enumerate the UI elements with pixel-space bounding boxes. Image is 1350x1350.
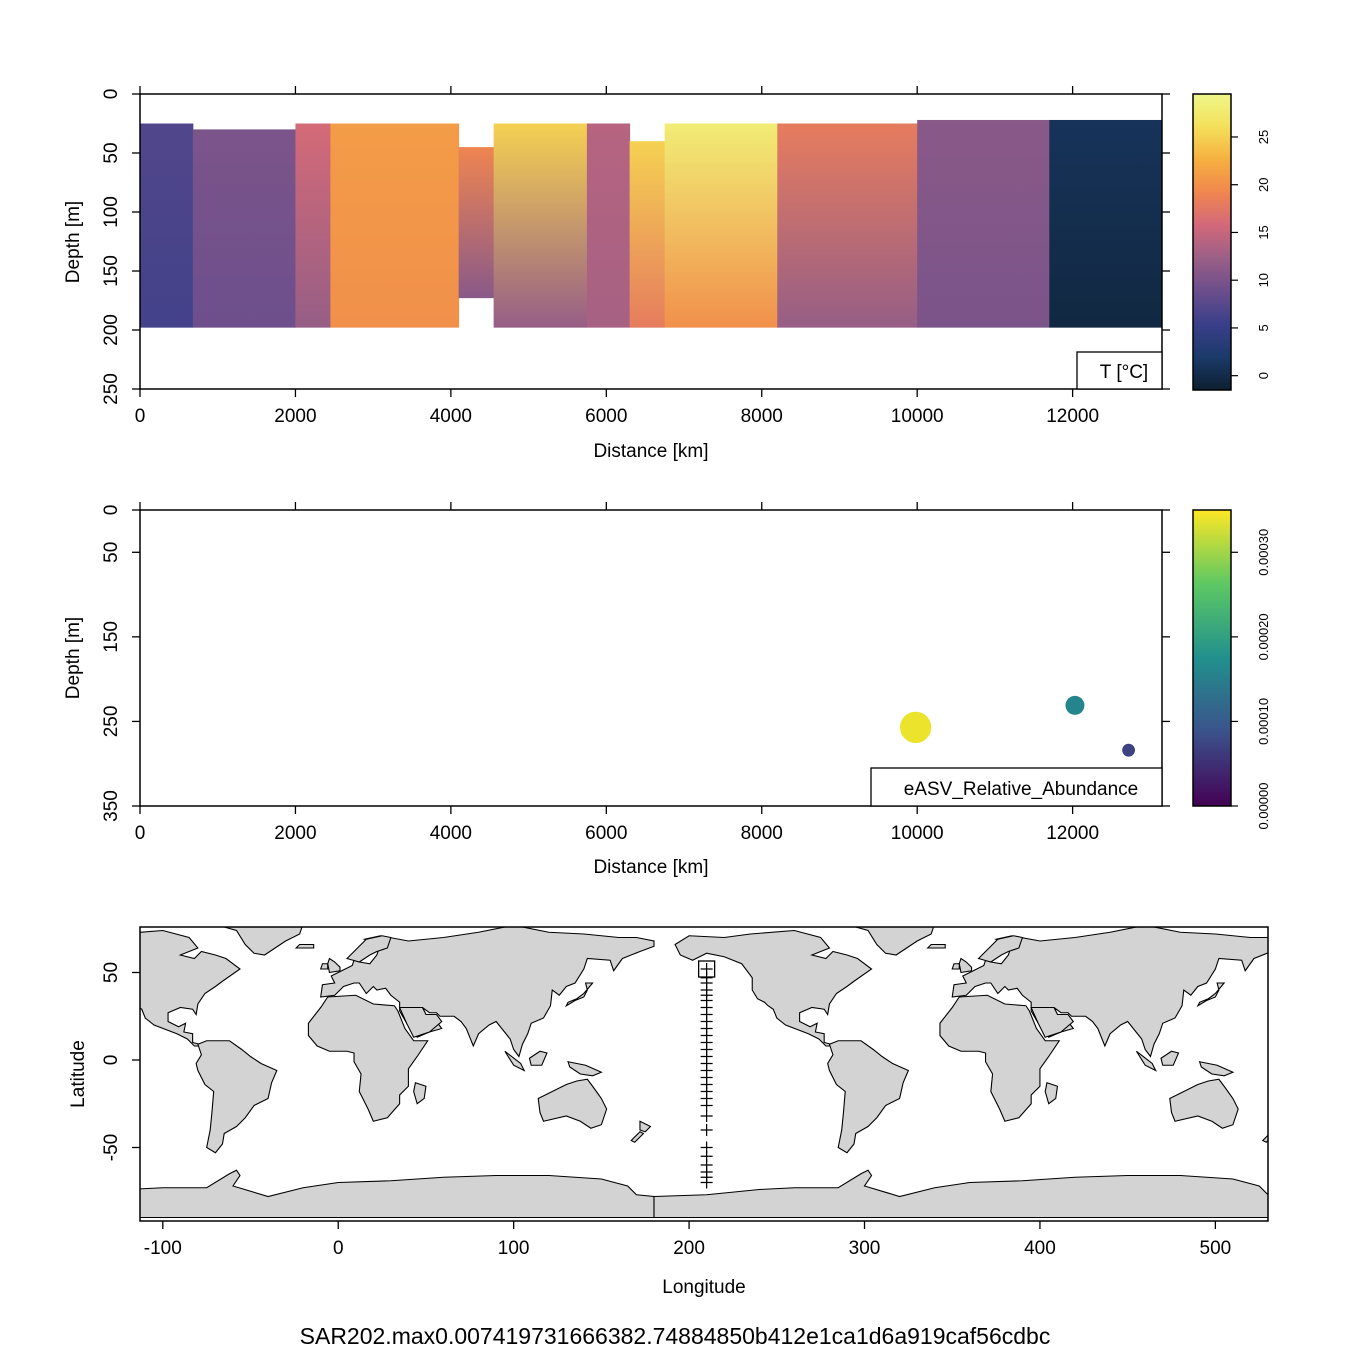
- temperature-y-tick-label: 200: [101, 314, 122, 346]
- temperature-y-tick-label: 250: [101, 373, 122, 405]
- temperature-x-tick-label: 10000: [891, 406, 944, 427]
- temperature-colorbar-tick-label: 0: [1256, 372, 1271, 379]
- station-map-panel: -100 0 100 200 300 400 500 -50 0 50 Longitude Lat…: [68, 926, 1269, 1298]
- abundance-colorbar-tick-label: 0.00010: [1256, 698, 1271, 745]
- abundance-colorbar-tick-label: 0.00020: [1256, 613, 1271, 660]
- temperature-colorbar-tick-label: 25: [1256, 130, 1271, 144]
- map-y-tick-label: -50: [101, 1134, 122, 1161]
- abundance-y-axis-label: Depth [m]: [63, 617, 84, 699]
- temperature-legend-box: [1076, 351, 1163, 390]
- temperature-y-tick-label: 50: [101, 142, 122, 163]
- map-x-axis-label: Longitude: [662, 1277, 745, 1298]
- temperature-section-panel: 0 2000 4000 6000 8000 10000 120000501001502002…: [63, 86, 1271, 462]
- abundance-colorbar-tick-label: 0.00030: [1256, 529, 1271, 576]
- abundance-y-tick-label: 50: [101, 542, 122, 563]
- temperature-section-column: [192, 129, 296, 328]
- station-marker: [700, 1099, 713, 1112]
- temperature-colorbar-tick-label: 15: [1256, 225, 1271, 239]
- abundance-y-tick-label: 150: [101, 621, 122, 653]
- map-x-tick-label: 400: [1024, 1238, 1056, 1259]
- map-x-tick-label: -100: [144, 1238, 182, 1259]
- abundance-x-tick-label: 4000: [430, 823, 472, 844]
- temperature-section-column: [917, 119, 1050, 328]
- map-x-tick-label: 500: [1200, 1238, 1232, 1259]
- selected-station-marker: [697, 960, 716, 978]
- abundance-x-tick-label: 12000: [1046, 823, 1099, 844]
- temperature-x-tick-label: 12000: [1046, 406, 1099, 427]
- abundance-y-tick-label: 0: [101, 505, 122, 516]
- temperature-legend-label: T [°C]: [1100, 362, 1148, 383]
- temperature-y-tick-label: 100: [101, 196, 122, 228]
- temperature-colorbar: 0 5 10 15 20 25: [1192, 93, 1271, 391]
- temperature-section-column: [777, 123, 918, 328]
- station-marker: [700, 1124, 713, 1136]
- temperature-section-column: [629, 141, 666, 328]
- abundance-legend-box: [870, 767, 1163, 807]
- figure-footer-label: SAR202.max0.007419731666382.74884850b412…: [300, 1323, 1051, 1349]
- eASV-abundance-panel: 0 2000 4000 6000 8000 10000 12000050150250350 …: [63, 502, 1271, 878]
- temperature-colorbar-tick-label: 10: [1256, 273, 1271, 287]
- temperature-y-axis-label: Depth [m]: [63, 201, 84, 283]
- temperature-section-column: [140, 123, 194, 328]
- map-y-tick-label: 50: [101, 962, 122, 983]
- temperature-y-tick-label: 0: [101, 89, 122, 100]
- temperature-section-column: [458, 147, 495, 299]
- map-y-tick-label: 0: [101, 1055, 122, 1066]
- temperature-section-column: [295, 123, 331, 328]
- world-map-copy: [653, 927, 1268, 1219]
- abundance-colorbar: 0.00000 0.00010 0.00020 0.00030: [1192, 509, 1271, 830]
- temperature-plot-frame: [139, 93, 1163, 390]
- abundance-x-tick-label: 0: [135, 823, 146, 844]
- abundance-y-tick-label: 250: [101, 706, 122, 738]
- temperature-x-tick-label: 4000: [430, 406, 472, 427]
- map-x-tick-label: 100: [498, 1238, 530, 1259]
- temperature-section-column: [1049, 119, 1162, 328]
- map-x-tick-label: 0: [333, 1238, 344, 1259]
- map-x-tick-label: 200: [673, 1238, 705, 1259]
- temperature-x-tick-label: 2000: [274, 406, 316, 427]
- abundance-legend-label: eASV_Relative_Abundance: [904, 779, 1139, 800]
- temperature-section-column: [664, 123, 778, 328]
- station-marker: [700, 1176, 713, 1189]
- map-y-axis-label: Latitude: [68, 1040, 89, 1108]
- abundance-x-tick-label: 8000: [741, 823, 783, 844]
- temperature-section-column: [586, 123, 631, 328]
- abundance-point: [899, 711, 932, 744]
- abundance-x-tick-label: 10000: [891, 823, 944, 844]
- temperature-section-column: [493, 123, 588, 328]
- map-frame: [139, 926, 1269, 1222]
- abundance-plot-frame: [139, 509, 1163, 807]
- temperature-x-axis-label: Distance [km]: [593, 441, 708, 462]
- map-x-tick-label: 300: [849, 1238, 881, 1259]
- temperature-section-column: [330, 123, 460, 328]
- abundance-point: [1065, 695, 1085, 715]
- abundance-point: [1122, 743, 1135, 757]
- temperature-x-tick-label: 0: [135, 406, 146, 427]
- abundance-x-tick-label: 2000: [274, 823, 316, 844]
- temperature-colorbar-tick-label: 20: [1256, 177, 1271, 191]
- temperature-colorbar-tick-label: 5: [1256, 324, 1271, 331]
- abundance-colorbar-tick-label: 0.00000: [1256, 783, 1271, 830]
- temperature-x-tick-label: 6000: [585, 406, 627, 427]
- temperature-x-tick-label: 8000: [741, 406, 783, 427]
- station-marker: [700, 1110, 713, 1122]
- abundance-x-tick-label: 6000: [585, 823, 627, 844]
- temperature-y-tick-label: 150: [101, 255, 122, 287]
- abundance-y-tick-label: 350: [101, 790, 122, 822]
- abundance-x-axis-label: Distance [km]: [593, 857, 708, 878]
